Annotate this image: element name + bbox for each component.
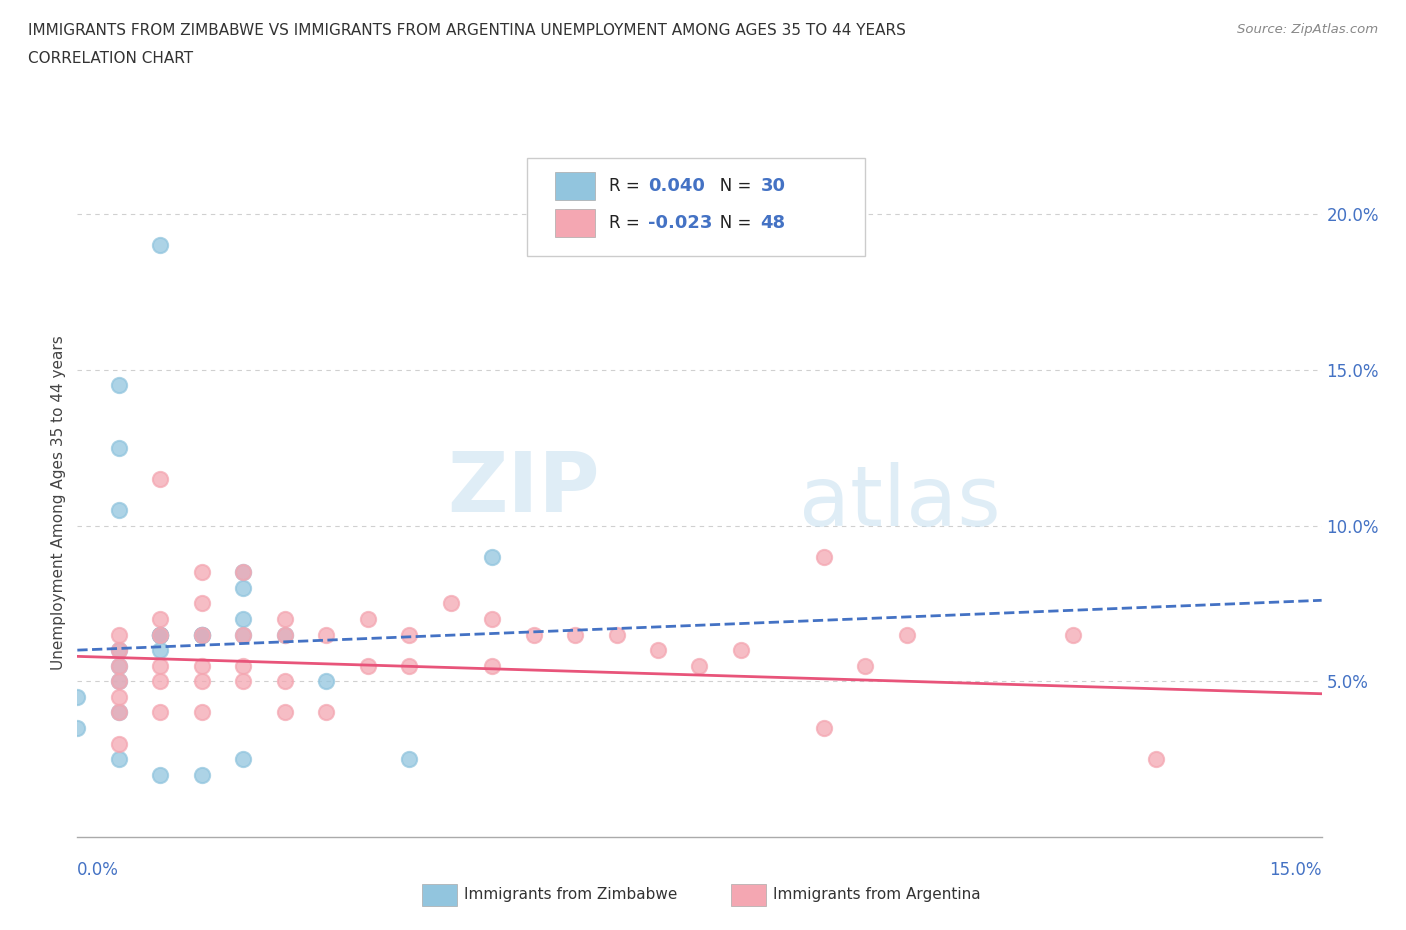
Point [149,612,172,627]
Point [191,627,214,642]
Text: CORRELATION CHART: CORRELATION CHART [28,51,193,66]
Text: -0.023: -0.023 [648,214,713,232]
Text: 0.040: 0.040 [648,177,704,195]
Point [149,238,172,253]
Text: R =: R = [609,214,645,232]
Text: 0.0%: 0.0% [77,860,120,879]
Point [108,705,131,720]
Point [232,612,254,627]
Point [274,705,297,720]
Text: N =: N = [704,177,756,195]
Point [398,751,420,766]
Point [108,689,131,704]
Text: R =: R = [609,177,645,195]
Point [813,721,835,736]
Point [108,440,131,455]
Text: Source: ZipAtlas.com: Source: ZipAtlas.com [1237,23,1378,36]
Point [315,674,337,689]
Point [232,627,254,642]
Point [149,767,172,782]
Point [108,751,131,766]
Point [149,627,172,642]
Point [66,721,89,736]
Point [108,627,131,642]
Text: N =: N = [704,214,756,232]
Point [191,596,214,611]
Point [149,705,172,720]
Point [357,658,380,673]
Text: 30: 30 [761,177,786,195]
Point [481,658,503,673]
Point [108,674,131,689]
Point [108,643,131,658]
Point [1144,751,1167,766]
Point [398,658,420,673]
Point [274,627,297,642]
Text: 48: 48 [761,214,786,232]
Point [191,627,214,642]
Point [232,565,254,579]
Point [149,627,172,642]
Point [191,658,214,673]
Point [730,643,752,658]
Point [398,627,420,642]
Point [149,627,172,642]
Text: Immigrants from Zimbabwe: Immigrants from Zimbabwe [464,887,678,902]
Point [896,627,918,642]
Point [149,643,172,658]
Point [274,627,297,642]
Text: IMMIGRANTS FROM ZIMBABWE VS IMMIGRANTS FROM ARGENTINA UNEMPLOYMENT AMONG AGES 35: IMMIGRANTS FROM ZIMBABWE VS IMMIGRANTS F… [28,23,905,38]
Point [440,596,463,611]
Point [149,674,172,689]
Point [191,627,214,642]
Point [108,705,131,720]
Point [274,612,297,627]
Point [149,627,172,642]
Point [232,627,254,642]
Point [232,658,254,673]
Point [315,705,337,720]
Point [149,472,172,486]
Point [191,627,214,642]
Point [108,658,131,673]
Point [108,737,131,751]
Point [232,580,254,595]
Point [523,627,546,642]
Point [149,658,172,673]
Point [149,627,172,642]
Point [108,378,131,392]
Point [232,751,254,766]
Point [191,705,214,720]
Point [606,627,628,642]
Point [108,674,131,689]
Y-axis label: Unemployment Among Ages 35 to 44 years: Unemployment Among Ages 35 to 44 years [51,335,66,670]
Point [191,565,214,579]
Point [357,612,380,627]
Point [108,658,131,673]
Point [481,550,503,565]
Text: ZIP: ZIP [447,448,600,529]
Point [191,767,214,782]
Point [689,658,711,673]
Point [274,674,297,689]
Point [481,612,503,627]
Point [108,643,131,658]
Text: 15.0%: 15.0% [1270,860,1322,879]
Point [191,674,214,689]
Point [66,689,89,704]
Point [855,658,877,673]
Point [813,550,835,565]
Point [108,502,131,517]
Point [1062,627,1084,642]
Text: Immigrants from Argentina: Immigrants from Argentina [773,887,981,902]
Text: atlas: atlas [799,461,1001,543]
Point [564,627,586,642]
Point [232,674,254,689]
Point [315,627,337,642]
Point [647,643,669,658]
Point [232,565,254,579]
